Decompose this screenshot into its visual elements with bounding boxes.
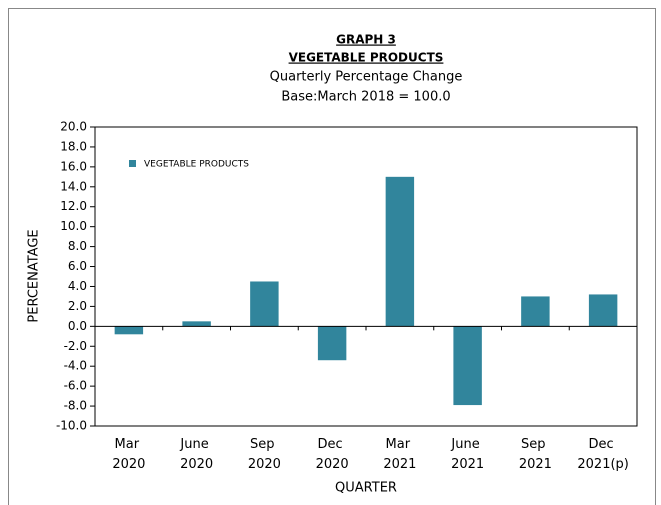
x-tick-label: Dec 2020 bbox=[316, 437, 349, 472]
bar bbox=[182, 321, 211, 327]
y-tick-label: 8.0 bbox=[68, 239, 87, 253]
y-tick-label: -10.0 bbox=[56, 419, 87, 433]
bar bbox=[114, 326, 144, 335]
bar bbox=[521, 296, 550, 327]
y-tick-label: -4.0 bbox=[64, 359, 87, 373]
bar bbox=[317, 326, 347, 361]
bar bbox=[453, 326, 482, 406]
chart-subtitle: Base:March 2018 = 100.0 bbox=[281, 90, 450, 105]
y-tick-label: 0.0 bbox=[68, 319, 87, 333]
chart-title: GRAPH 3 bbox=[336, 33, 396, 47]
y-tick-label: 2.0 bbox=[68, 299, 87, 313]
x-axis-label: QUARTER bbox=[335, 481, 397, 496]
bar bbox=[588, 294, 618, 327]
x-tick-label: June 2020 bbox=[179, 437, 213, 472]
y-tick-label: 4.0 bbox=[68, 279, 87, 293]
y-tick-label: 16.0 bbox=[60, 159, 87, 173]
x-tick-label: Sep 2021 bbox=[519, 437, 552, 472]
bar bbox=[250, 281, 279, 327]
y-tick-label: -2.0 bbox=[64, 339, 87, 353]
y-tick-label: 14.0 bbox=[60, 179, 87, 193]
y-tick-label: -8.0 bbox=[64, 399, 87, 413]
legend-swatch bbox=[129, 160, 136, 167]
chart-subtitle: Quarterly Percentage Change bbox=[270, 70, 463, 85]
plot-area bbox=[94, 126, 638, 427]
chart-subtitle: VEGETABLE PRODUCTS bbox=[289, 51, 444, 65]
x-tick-label: Mar 2020 bbox=[112, 437, 145, 472]
bar bbox=[385, 176, 415, 327]
y-tick-label: 6.0 bbox=[68, 259, 87, 273]
x-tick-label: June 2021 bbox=[450, 437, 484, 472]
x-tick-label: Dec 2021(p) bbox=[577, 437, 628, 472]
y-axis-label: PERCENATAGE bbox=[27, 229, 42, 322]
frame bbox=[8, 8, 656, 505]
x-tick-label: Mar 2021 bbox=[383, 437, 416, 472]
y-tick-label: 12.0 bbox=[60, 199, 87, 213]
y-tick-label: 18.0 bbox=[60, 139, 87, 153]
x-tick-label: Sep 2020 bbox=[248, 437, 281, 472]
legend-label: VEGETABLE PRODUCTS bbox=[144, 160, 249, 170]
y-tick-label: 10.0 bbox=[60, 219, 87, 233]
y-tick-label: -6.0 bbox=[64, 379, 87, 393]
y-tick-label: 20.0 bbox=[60, 120, 87, 134]
